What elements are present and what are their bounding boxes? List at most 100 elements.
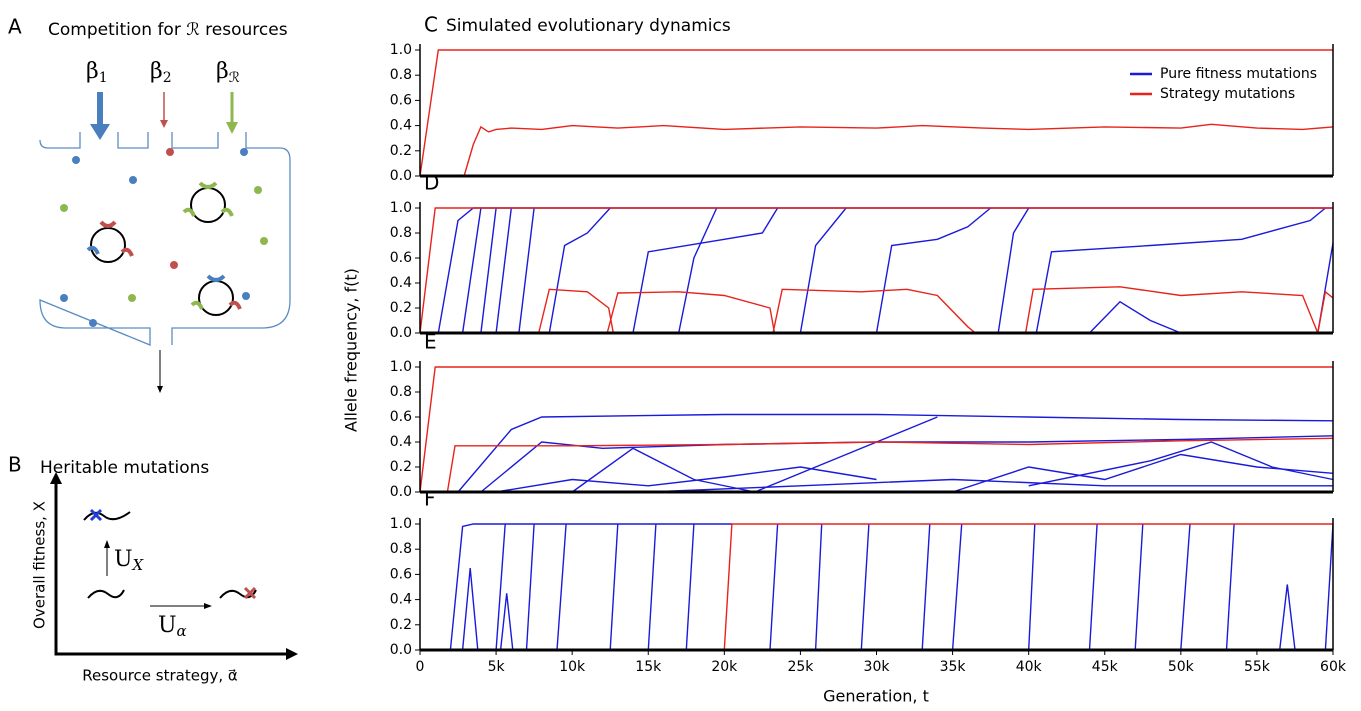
series-line — [548, 207, 611, 334]
y-tick-label: 0.8 — [390, 225, 412, 241]
panel-a-diagram — [39, 92, 291, 393]
y-tick-label: 1.0 — [390, 516, 412, 532]
series-line — [875, 207, 992, 334]
mutation-mark — [89, 508, 103, 522]
y-tick-label: 0.8 — [390, 384, 412, 400]
subscript: ℛ — [229, 70, 240, 86]
series-line — [1028, 441, 1334, 487]
input-label: β1 — [86, 59, 108, 86]
y-tick-label: 0.2 — [390, 143, 412, 159]
y-tick-label: 0.4 — [390, 275, 412, 291]
panel-letter: B — [8, 453, 22, 477]
subscript: 1 — [99, 70, 108, 86]
panel-title: Heritable mutations — [40, 458, 209, 478]
series-line — [1317, 290, 1334, 334]
series-line — [463, 123, 1334, 177]
x-axis-label: Generation, t — [823, 687, 929, 706]
series-line — [678, 207, 718, 334]
axes — [54, 478, 292, 656]
series-line — [606, 291, 776, 334]
series-line — [799, 207, 847, 334]
legend-label: Strategy mutations — [1160, 86, 1295, 102]
y-tick-label: 0.0 — [390, 168, 412, 184]
series-line — [1035, 207, 1326, 334]
legend-label: Pure fitness mutations — [1160, 66, 1317, 82]
x-tick-label: 55k — [1244, 659, 1271, 675]
input-label: β2 — [150, 59, 172, 86]
y-tick-label: 0.0 — [390, 325, 412, 341]
series-line — [632, 207, 779, 334]
series-line — [769, 523, 779, 651]
series-line — [437, 207, 1333, 334]
series-line — [446, 437, 1334, 493]
x-tick-label: 20k — [711, 659, 738, 675]
inflow-head — [160, 120, 168, 128]
vessel — [39, 132, 291, 346]
y-axis-label: Overall fitness, X — [31, 501, 49, 629]
series-line — [860, 523, 870, 651]
x-tick-label: 50k — [1168, 659, 1195, 675]
series-line — [1225, 523, 1235, 651]
panel-letter: D — [424, 171, 439, 195]
y-tick-label: 0.6 — [390, 250, 412, 266]
x-tick-label: 60k — [1320, 659, 1347, 675]
series-line — [1134, 523, 1144, 651]
series-line — [571, 447, 755, 493]
y-tick-label: 1.0 — [390, 200, 412, 216]
series-line — [495, 523, 506, 651]
symbol: β — [86, 59, 99, 84]
series-line — [525, 523, 535, 651]
y-axis-label: Allele frequency, f(t) — [342, 268, 361, 432]
series-line — [754, 416, 938, 493]
series-line — [951, 523, 963, 651]
series-line — [997, 207, 1030, 334]
series-line — [495, 207, 512, 334]
y-tick-label: 0.4 — [390, 592, 412, 608]
y-tick-label: 0.6 — [390, 566, 412, 582]
subscript: 2 — [163, 70, 172, 86]
series-line — [461, 207, 482, 334]
series-line — [538, 288, 614, 334]
y-tick-label: 0.4 — [390, 118, 412, 134]
series-line — [480, 207, 497, 334]
series-line — [449, 523, 732, 651]
series-line — [419, 49, 1333, 177]
subscript: α — [177, 622, 187, 640]
series-line — [1324, 523, 1334, 651]
y-tick-label: 0.0 — [390, 484, 412, 500]
x-tick-label: 45k — [1092, 659, 1119, 675]
inflow-head — [90, 124, 110, 140]
y-tick-label: 0.8 — [390, 67, 412, 83]
y-tick-label: 0.2 — [390, 300, 412, 316]
symbol: U — [158, 613, 177, 638]
series-line — [647, 523, 657, 651]
outflow-head — [157, 386, 163, 393]
panel-letter: F — [424, 487, 436, 511]
x-tick-label: 25k — [787, 659, 814, 675]
mutation-mark — [243, 586, 257, 600]
x-tick-label: 10k — [559, 659, 586, 675]
cells — [86, 181, 242, 316]
y-tick-label: 1.0 — [390, 359, 412, 375]
series-line — [457, 413, 1334, 493]
mutation-arrows — [106, 544, 208, 607]
symbol: β — [150, 59, 163, 84]
genomes — [83, 511, 257, 599]
panel-title: Competition for ℛ resources — [48, 20, 288, 40]
x-tick-label: 30k — [864, 659, 891, 675]
series-line — [461, 568, 479, 651]
rate-label: UX — [114, 547, 145, 574]
series-line — [518, 207, 535, 334]
series-line — [556, 523, 567, 651]
series-line — [1088, 300, 1182, 334]
chart-title: Simulated evolutionary dynamics — [446, 16, 731, 36]
series-line — [772, 288, 976, 334]
series-line — [419, 366, 1333, 493]
inflow-head — [226, 122, 238, 134]
series-line — [1279, 584, 1296, 651]
y-tick-label: 0.6 — [390, 92, 412, 108]
rate-label: Uα — [158, 613, 187, 640]
series-line — [1024, 286, 1319, 334]
symbol: U — [114, 547, 133, 572]
